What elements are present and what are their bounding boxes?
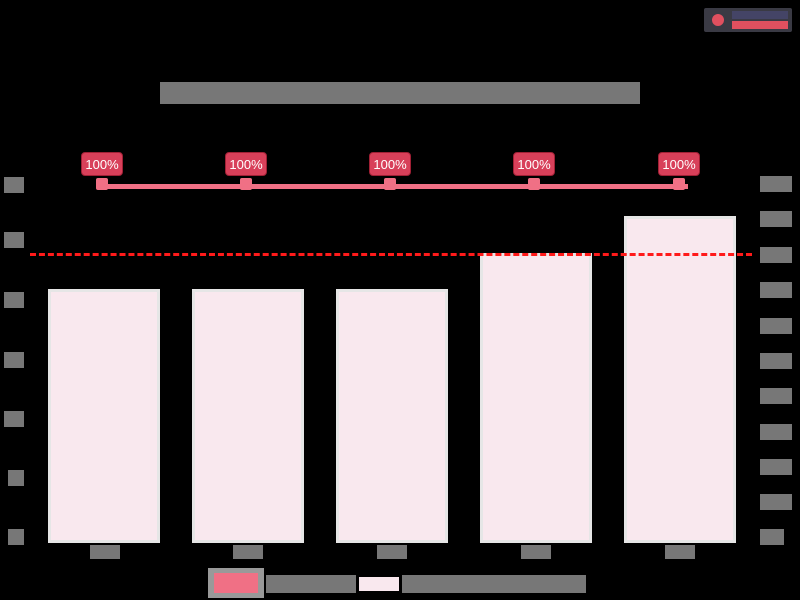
legend-label-percent[interactable] [266, 575, 356, 593]
bar-4 [480, 253, 592, 543]
left-axis-tick [4, 292, 24, 308]
left-axis-tick [4, 411, 24, 427]
bar-2 [192, 289, 304, 543]
logo-text-top [732, 11, 788, 19]
x-axis-label [665, 545, 695, 559]
right-axis-tick [760, 247, 792, 263]
percent-point [673, 178, 685, 190]
chart-legend [208, 568, 586, 598]
percent-label: 100% [513, 152, 555, 176]
x-axis-label [233, 545, 263, 559]
percent-label: 100% [225, 152, 267, 176]
percent-label: 100% [81, 152, 123, 176]
brand-logo [704, 8, 792, 32]
percent-point [240, 178, 252, 190]
right-axis-tick [760, 282, 792, 298]
legend-swatch-percent[interactable] [208, 568, 264, 598]
percent-point [96, 178, 108, 190]
x-axis-label [90, 545, 120, 559]
bar-3 [336, 289, 448, 543]
logo-text-bottom [732, 21, 788, 29]
percent-point [528, 178, 540, 190]
right-axis-tick [760, 529, 784, 545]
left-axis-tick [4, 177, 24, 193]
right-axis-tick [760, 211, 792, 227]
x-axis-label [521, 545, 551, 559]
right-axis-tick [760, 424, 792, 440]
bar-1 [48, 289, 160, 543]
bar-5 [624, 216, 736, 543]
right-axis-tick [760, 459, 792, 475]
percent-label: 100% [369, 152, 411, 176]
percent-label: 100% [658, 152, 700, 176]
legend-swatch-bars[interactable] [358, 576, 400, 592]
left-axis-tick [8, 470, 24, 486]
legend-label-bars[interactable] [402, 575, 586, 593]
right-axis-tick [760, 318, 792, 334]
left-axis-tick [4, 232, 24, 248]
right-axis-tick [760, 353, 792, 369]
reference-line [30, 253, 752, 256]
right-axis-tick [760, 388, 792, 404]
globe-icon [710, 12, 726, 28]
left-axis-tick [8, 529, 24, 545]
right-axis-tick [760, 176, 792, 192]
left-axis-tick [4, 352, 24, 368]
percent-point [384, 178, 396, 190]
right-axis-tick [760, 494, 792, 510]
chart-title [160, 82, 640, 104]
x-axis-label [377, 545, 407, 559]
